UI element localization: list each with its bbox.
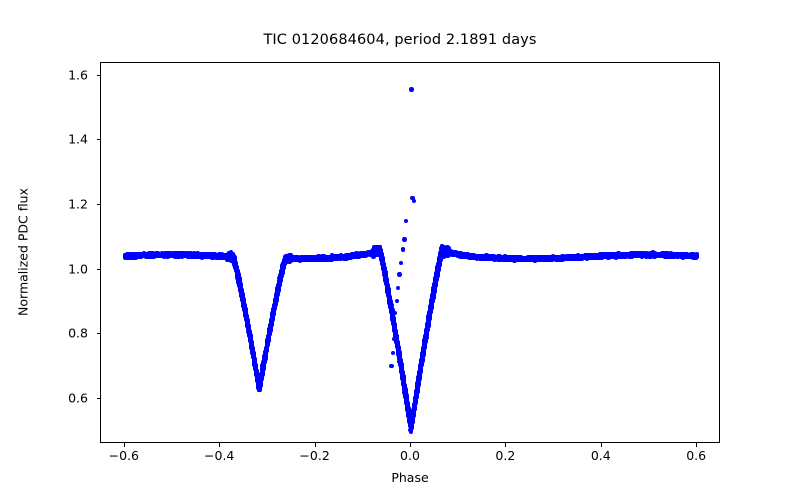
y-tick-mark	[96, 333, 100, 335]
plot-area	[100, 62, 720, 443]
x-tick-label: −0.2	[299, 448, 330, 463]
y-tick-label: 1.2	[68, 196, 88, 212]
y-tick-mark	[96, 74, 100, 76]
x-axis-label: Phase	[391, 470, 429, 485]
y-tick-label: 0.6	[68, 390, 88, 406]
x-tick-label: −0.6	[108, 448, 140, 463]
x-tick-mark	[505, 443, 507, 447]
x-tick-mark	[410, 443, 411, 447]
x-tick-mark	[696, 443, 698, 447]
scatter-series	[101, 63, 719, 442]
x-tick-label: −0.4	[204, 448, 235, 463]
page-title: TIC 0120684604, period 2.1891 days	[263, 32, 537, 48]
x-tick-mark	[600, 443, 602, 447]
x-tick-label: 0.4	[590, 448, 611, 463]
y-tick-label: 1.6	[68, 67, 88, 83]
x-tick-mark	[123, 443, 125, 447]
x-tick-label: 0.6	[686, 448, 707, 463]
y-tick-mark	[96, 268, 100, 270]
x-tick-mark	[314, 443, 316, 447]
y-tick-label: 0.8	[68, 325, 88, 341]
y-tick-mark	[96, 397, 100, 399]
x-tick-label: 0.0	[400, 448, 420, 463]
y-tick-mark	[96, 204, 100, 206]
y-tick-label: 1.4	[68, 131, 88, 147]
y-tick-label: 1.0	[68, 261, 88, 277]
x-tick-mark	[219, 443, 221, 447]
x-tick-label: 0.2	[495, 448, 516, 463]
y-tick-mark	[96, 139, 100, 141]
